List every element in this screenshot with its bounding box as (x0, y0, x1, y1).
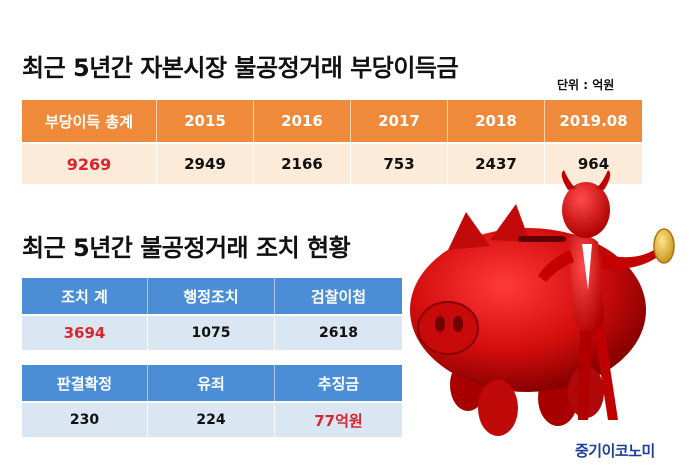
piggy-devil-illustration (410, 170, 675, 436)
action-header-admin: 행정조치 (148, 278, 275, 314)
profit-value-2018: 2437 (448, 142, 545, 184)
brand-logo: 중기이코노미 (575, 442, 655, 460)
unit-label: 단위 : 억원 (557, 78, 615, 92)
action-value-admin: 1075 (148, 314, 275, 350)
action-header-guilty: 유죄 (148, 365, 275, 401)
action-table-1: 조치 계 행정조치 검찰이첩 3694 1075 2618 (22, 278, 402, 350)
profit-value-2019: 964 (545, 142, 642, 184)
profit-header-2019: 2019.08 (545, 100, 642, 142)
profit-value-2017: 753 (351, 142, 448, 184)
action-value-prosecution: 2618 (275, 314, 402, 350)
action-value-forfeiture: 77억원 (275, 401, 402, 437)
profit-header-2016: 2016 (254, 100, 351, 142)
action-header-verdict: 판결확정 (22, 365, 148, 401)
profit-value-total: 9269 (22, 142, 157, 184)
devil-figure-icon (538, 170, 656, 420)
profit-header-2017: 2017 (351, 100, 448, 142)
profit-header-total: 부당이득 총계 (22, 100, 157, 142)
action-header-total: 조치 계 (22, 278, 148, 314)
profit-table: 부당이득 총계 2015 2016 2017 2018 2019.08 9269… (22, 100, 642, 184)
action-value-total: 3694 (22, 314, 148, 350)
action-header-prosecution: 검찰이첩 (275, 278, 402, 314)
action-table-2: 판결확정 유죄 추징금 230 224 77억원 (22, 365, 402, 437)
profit-value-2016: 2166 (254, 142, 351, 184)
action-value-guilty: 224 (148, 401, 275, 437)
page-title-actions: 최근 5년간 불공정거래 조치 현황 (22, 234, 351, 262)
gold-coin-icon (653, 228, 675, 264)
page-title-profit: 최근 5년간 자본시장 불공정거래 부당이득금 (22, 54, 459, 82)
profit-header-2015: 2015 (157, 100, 254, 142)
action-header-forfeiture: 추징금 (275, 365, 402, 401)
action-value-verdict: 230 (22, 401, 148, 437)
profit-value-2015: 2949 (157, 142, 254, 184)
profit-header-2018: 2018 (448, 100, 545, 142)
